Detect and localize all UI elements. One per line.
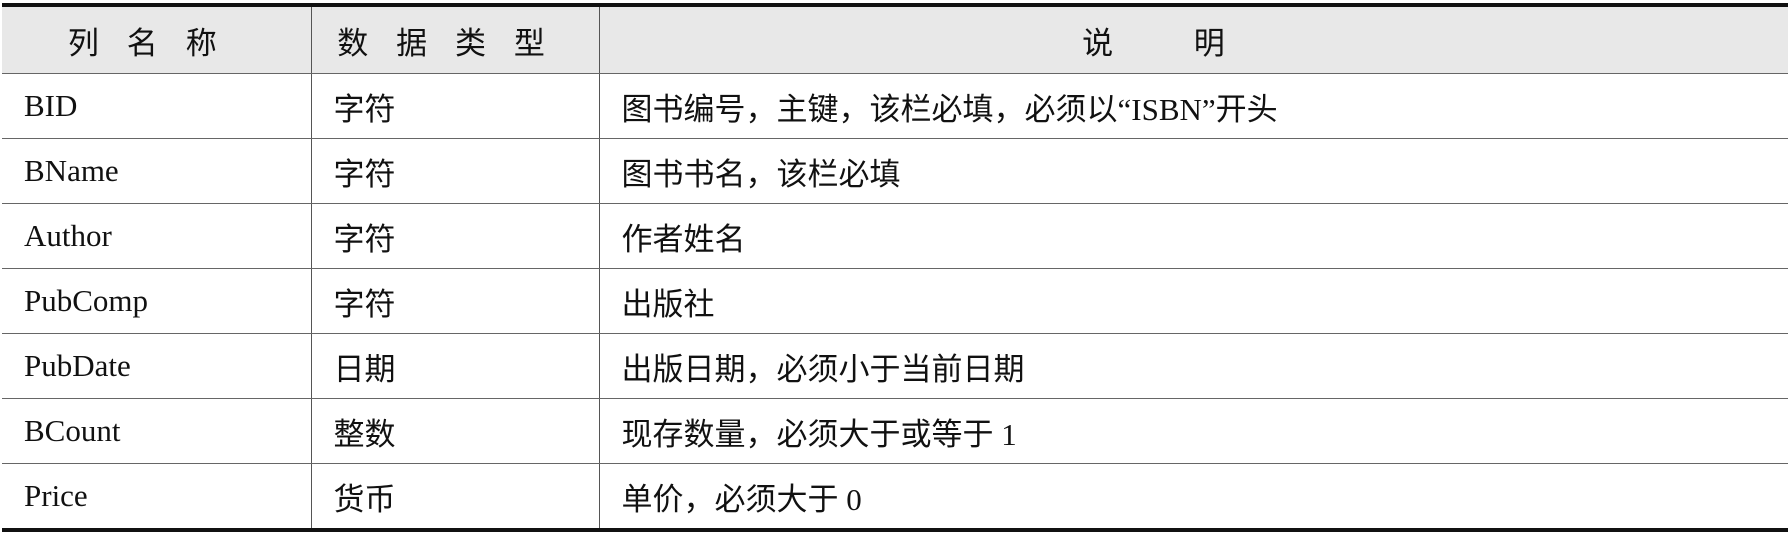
cell-description: 单价，必须大于 0	[598, 463, 1788, 532]
cell-data-type: 字符	[310, 73, 600, 139]
cell-column-name: Price	[2, 463, 312, 532]
cell-data-type: 整数	[310, 398, 600, 464]
cell-description: 现存数量，必须大于或等于 1	[598, 398, 1788, 464]
cell-data-type: 货币	[310, 463, 600, 532]
header-column-name: 列名称	[2, 5, 312, 74]
cell-column-name: PubComp	[2, 268, 312, 334]
cell-data-type: 字符	[310, 138, 600, 204]
cell-description: 图书书名，该栏必填	[598, 138, 1788, 204]
table-row: PubComp 字符 出版社	[2, 268, 1788, 334]
table-row: PubDate 日期 出版日期，必须小于当前日期	[2, 333, 1788, 399]
table-row: BCount 整数 现存数量，必须大于或等于 1	[2, 398, 1788, 464]
table-row: Author 字符 作者姓名	[2, 203, 1788, 269]
table-row: BID 字符 图书编号，主键，该栏必填，必须以“ISBN”开头	[2, 73, 1788, 139]
cell-column-name: BCount	[2, 398, 312, 464]
header-row: 列名称 数据类型 说明	[2, 5, 1788, 74]
cell-data-type: 字符	[310, 203, 600, 269]
cell-column-name: PubDate	[2, 333, 312, 399]
cell-description: 图书编号，主键，该栏必填，必须以“ISBN”开头	[598, 73, 1788, 139]
cell-column-name: BID	[2, 73, 312, 139]
cell-description: 出版日期，必须小于当前日期	[598, 333, 1788, 399]
cell-description: 出版社	[598, 268, 1788, 334]
header-description: 说明	[598, 5, 1788, 74]
cell-column-name: Author	[2, 203, 312, 269]
cell-description: 作者姓名	[598, 203, 1788, 269]
cell-column-name: BName	[2, 138, 312, 204]
table-row: Price 货币 单价，必须大于 0	[2, 463, 1788, 532]
cell-data-type: 字符	[310, 268, 600, 334]
cell-data-type: 日期	[310, 333, 600, 399]
header-data-type: 数据类型	[310, 5, 600, 74]
table-row: BName 字符 图书书名，该栏必填	[2, 138, 1788, 204]
column-spec-table: 列名称 数据类型 说明 BID 字符 图书编号，主键，该栏必填，必须以“ISBN”开…	[2, 3, 1788, 532]
